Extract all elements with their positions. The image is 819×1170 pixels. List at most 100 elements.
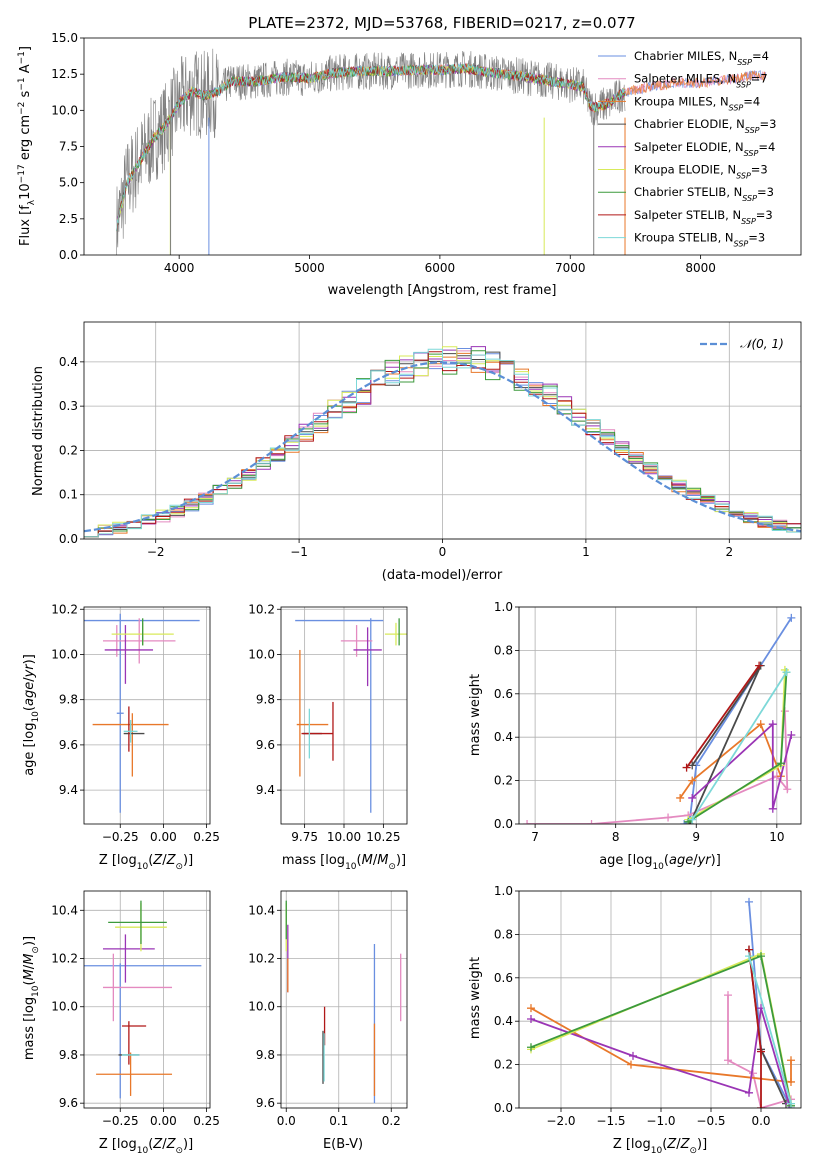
x-tick-label: 0.00 [150,830,177,844]
y-tick-label: 0.0 [494,817,513,831]
x-tick-label: 0 [439,545,447,559]
x-tick-label: −0.5 [696,1114,725,1128]
mass-age-panel: 9.75 10.00 10.25 9.4 9.6 9.8 10.0 10.2 [248,602,408,844]
y-tick-label: 9.6 [59,738,78,752]
y-tick-label: 5.0 [59,176,78,190]
x-tick-label: 7000 [555,261,586,275]
y-tick-label: 10.0 [248,1000,275,1014]
spectrum-panel: PLATE=2372, MJD=53768, FIBERID=0217, z=0… [17,14,802,298]
age-weight-ylabel: mass weight [468,674,483,756]
weight-marker [680,820,689,824]
y-tick-label: 10.2 [248,602,275,616]
y-tick-label: 0.0 [494,1101,513,1115]
ebv-xlabel: E(B-V) [323,1137,363,1152]
z-age-ylabel: age [log10(age/yr)] [22,654,41,776]
y-tick-label: 7.5 [59,140,78,154]
y-tick-label: 9.8 [59,1048,78,1062]
axes-frame [83,37,802,256]
y-tick-label: 0.4 [494,730,513,744]
weight-line [679,722,782,799]
weight-marker [783,785,792,794]
weight-marker [757,1104,765,1108]
y-tick-label: 0.8 [494,643,513,657]
residual-histogram: −2 −1 0 1 2 0.0 0.1 0.2 0.3 0.4 𝒩(0, 1) [59,321,802,559]
weight-marker [768,720,777,729]
legend-label: Salpeter ELODIE, NSSP=4 [634,140,775,158]
plot-area [285,900,402,1104]
y-tick-label: 0.4 [494,1014,513,1028]
weight-marker [664,813,673,822]
residual-panel: −2 −1 0 1 2 0.0 0.1 0.2 0.3 0.4 𝒩(0, 1) (data-mode… [31,321,802,583]
weight-marker [745,952,753,961]
y-tick-label: 0.2 [59,443,78,457]
x-tick-label: −1.0 [646,1114,675,1128]
z-age-panel: −0.25 0.00 0.25 9.4 9.6 9.8 10.0 10.2 [51,602,220,844]
weight-marker [527,1015,535,1024]
y-tick-label: 10.2 [51,602,78,616]
z-mass-panel: −0.25 0.00 0.25 9.6 9.8 10.0 10.2 10.4 [51,890,220,1128]
y-tick-label: 12.5 [51,67,78,81]
x-tick-label: 0.25 [193,830,220,844]
weight-marker [688,776,697,785]
z-weight-ylabel: mass weight [468,957,483,1039]
weight-marker [745,897,753,906]
y-tick-label: 10.0 [51,647,78,661]
z-age-xlabel: Z [log10(Z/Z⊙)] [99,853,193,872]
legend-label: Kroupa MILES, NSSP=4 [634,94,760,112]
mass-age-xlabel: mass [log10(M/M⊙)] [282,853,406,872]
weight-marker [684,817,693,824]
y-tick-label: 0.2 [494,774,513,788]
spectrum-xlabel: wavelength [Angstrom, rest frame] [328,283,557,298]
x-tick-label: −0.25 [102,830,139,844]
plot-area [116,48,767,255]
x-tick-label: 9.75 [291,830,318,844]
weight-marker [757,1047,765,1056]
y-tick-label: 0.6 [494,687,513,701]
weight-marker [587,820,596,824]
weight-marker [688,761,697,770]
y-tick-label: 0.0 [59,248,78,262]
legend-label: Chabrier STELIB, NSSP=3 [634,185,774,203]
weight-line [691,722,793,810]
y-tick-label: 0.2 [494,1058,513,1072]
plot-area [527,897,795,1108]
weight-marker [745,1088,753,1097]
weight-marker [757,952,765,961]
y-tick-label: 0.3 [59,399,78,413]
y-tick-label: 9.6 [256,738,275,752]
weight-marker [768,804,777,813]
plot-area [84,900,202,1099]
y-tick-label: 10.2 [51,952,78,966]
z-mass-ylabel: mass [log10(M/M⊙)] [22,936,41,1060]
plot-area [523,613,796,824]
spectrum-legend: Chabrier MILES, NSSP=4 Salpeter MILES, NS… [598,49,776,248]
legend-label: Salpeter MILES, NSSP=7 [634,72,768,90]
weight-marker [682,763,691,772]
model-spectrum-line [116,63,626,232]
y-tick-label: 10.4 [51,903,78,917]
y-tick-label: 9.8 [59,693,78,707]
weight-marker [629,1051,637,1060]
y-tick-label: 15.0 [51,31,78,45]
x-tick-label: 10.25 [366,830,400,844]
legend-label: Chabrier MILES, NSSP=4 [634,49,769,67]
legend-label: Kroupa STELIB, NSSP=3 [634,231,765,249]
weight-line [685,665,760,769]
y-tick-label: 9.6 [256,1096,275,1110]
weight-line [530,1007,790,1104]
normal-curve [84,361,801,533]
legend-label: Chabrier ELODIE, NSSP=3 [634,117,776,135]
y-tick-label: 10.2 [248,952,275,966]
x-tick-label: −2 [147,545,165,559]
y-tick-label: 9.4 [256,783,275,797]
y-tick-label: 10.0 [51,103,78,117]
y-tick-label: 0.0 [59,532,78,546]
x-tick-label: 0.1 [329,1114,348,1128]
axes-frame [518,890,802,1109]
histogram-step [84,348,801,538]
x-tick-label: 8000 [685,261,716,275]
weight-line [691,671,788,821]
legend-label: Salpeter STELIB, NSSP=3 [634,208,773,226]
y-tick-label: 10.0 [51,1000,78,1014]
